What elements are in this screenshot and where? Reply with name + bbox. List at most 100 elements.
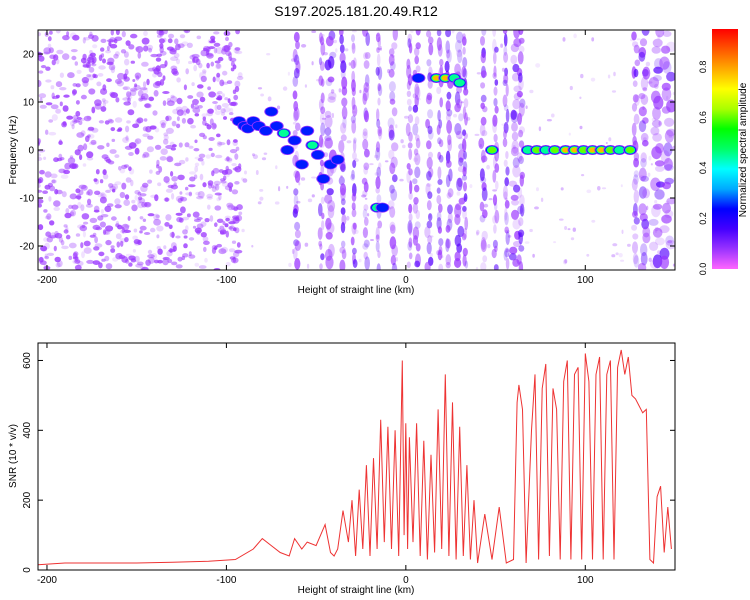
noise-speckle — [230, 101, 238, 107]
stripe-segment — [375, 226, 380, 240]
noise-speckle — [40, 245, 48, 252]
noise-speckle — [230, 205, 239, 211]
noise-speckle — [129, 87, 138, 92]
noise-speckle — [346, 140, 352, 144]
noise-speckle — [102, 229, 107, 235]
noise-speckle — [38, 203, 42, 208]
stripe-segment — [519, 194, 525, 208]
noise-speckle — [85, 191, 91, 196]
noise-speckle — [74, 259, 81, 264]
noise-speckle — [51, 59, 56, 66]
noise-speckle — [216, 63, 221, 69]
noise-speckle — [50, 85, 55, 90]
noise-speckle — [298, 182, 301, 186]
noise-speckle — [55, 30, 61, 34]
noise-speckle — [79, 225, 88, 232]
stripe-segment — [456, 243, 463, 253]
noise-speckle — [207, 39, 214, 44]
stripe-segment — [517, 187, 523, 199]
noise-speckle — [55, 81, 63, 88]
noise-speckle — [458, 137, 463, 140]
noise-speckle — [115, 78, 122, 85]
noise-speckle — [180, 206, 186, 214]
noise-speckle — [38, 93, 47, 99]
stripe-segment — [389, 221, 396, 231]
noise-speckle — [188, 251, 192, 257]
noise-speckle — [203, 240, 210, 245]
stripe-segment — [407, 220, 413, 234]
noise-speckle — [429, 235, 434, 238]
stripe-segment — [353, 57, 357, 68]
noise-speckle — [228, 221, 236, 225]
noise-speckle — [54, 232, 63, 239]
stripe-segment — [319, 112, 325, 125]
noise-speckle — [167, 38, 173, 44]
noise-speckle — [184, 142, 190, 148]
noise-speckle — [63, 94, 70, 98]
noise-speckle — [171, 120, 177, 127]
noise-speckle — [46, 252, 55, 256]
signal-blob — [270, 121, 283, 131]
noise-speckle — [90, 139, 97, 145]
noise-speckle — [378, 129, 382, 134]
noise-speckle — [88, 88, 96, 95]
stripe-segment — [642, 117, 649, 124]
noise-speckle — [172, 108, 180, 115]
stripe-segment — [427, 235, 433, 244]
stripe-segment — [392, 174, 398, 183]
stripe-segment — [517, 51, 524, 65]
noise-speckle — [135, 46, 140, 51]
noise-speckle — [136, 117, 144, 124]
noise-speckle — [535, 63, 541, 68]
noise-speckle — [124, 145, 133, 150]
noise-speckle — [135, 46, 144, 53]
noise-speckle — [400, 139, 404, 144]
stripe-segment — [650, 126, 660, 136]
stripe-segment — [326, 222, 335, 234]
stripe-segment — [512, 165, 521, 178]
noise-speckle — [44, 171, 52, 178]
noise-speckle — [453, 113, 457, 118]
noise-speckle — [413, 157, 418, 162]
stripe-segment — [412, 123, 419, 136]
stripe-segment — [408, 105, 412, 112]
noise-speckle — [201, 113, 208, 118]
noise-speckle — [128, 44, 135, 50]
stripe-segment — [456, 177, 463, 191]
y-tick-label: -10 — [20, 194, 35, 205]
noise-speckle — [646, 205, 649, 211]
noise-speckle — [651, 117, 657, 122]
stripe-segment — [350, 236, 355, 246]
stripe-segment — [518, 37, 525, 44]
noise-speckle — [211, 38, 215, 42]
noise-speckle — [120, 240, 124, 247]
noise-speckle — [231, 189, 239, 195]
stripe-segment — [324, 137, 333, 149]
stripe-segment — [352, 151, 357, 161]
stripe-segment — [445, 174, 451, 188]
noise-speckle — [74, 61, 79, 66]
noise-speckle — [257, 87, 263, 90]
stripe-segment — [415, 30, 421, 36]
noise-speckle — [197, 105, 203, 109]
stripe-segment — [634, 59, 641, 67]
noise-speckle — [212, 124, 217, 129]
noise-speckle — [139, 225, 147, 231]
noise-speckle — [163, 132, 169, 137]
stripe-segment — [293, 67, 300, 79]
stripe-segment — [338, 140, 345, 153]
noise-speckle — [274, 201, 280, 205]
noise-speckle — [157, 259, 163, 264]
stripe-segment — [293, 188, 299, 196]
stripe-segment — [352, 139, 357, 153]
noise-speckle — [553, 241, 557, 244]
noise-speckle — [475, 266, 479, 270]
noise-speckle — [198, 62, 203, 69]
noise-speckle — [80, 242, 84, 249]
stripe-segment — [409, 180, 413, 195]
noise-speckle — [157, 248, 163, 255]
noise-speckle — [50, 104, 59, 110]
stripe-segment — [516, 152, 523, 162]
stripe-segment — [391, 244, 399, 257]
stripe-segment — [294, 170, 301, 183]
